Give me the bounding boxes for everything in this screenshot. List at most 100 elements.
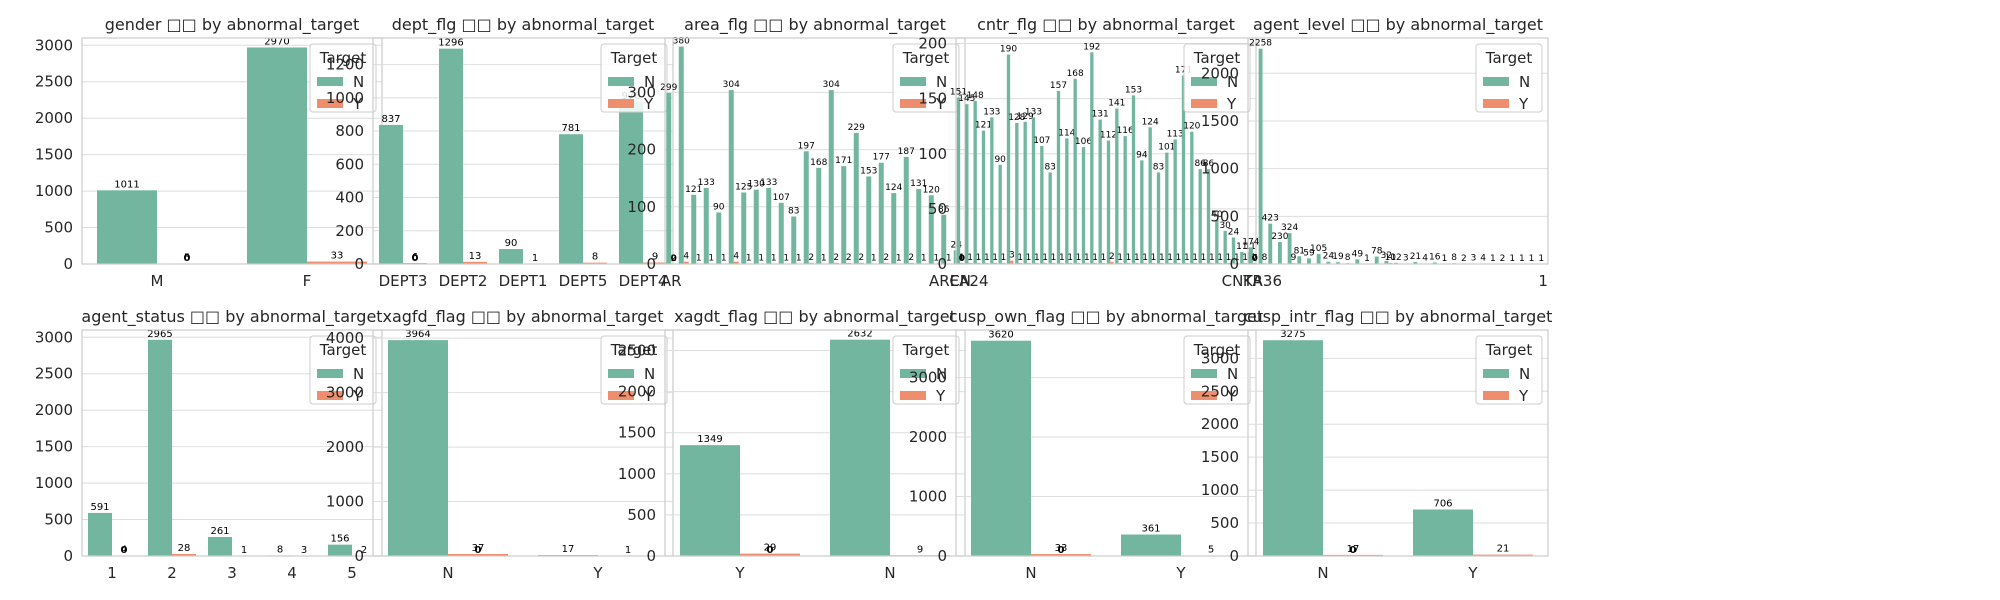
data-label: 1296 — [438, 38, 463, 49]
data-label: 1 — [783, 253, 789, 263]
bar — [841, 166, 847, 264]
chart-panel: 0500100015002000174225842323032481591052… — [1201, 15, 1549, 290]
x-tick-label: CN — [949, 272, 971, 290]
data-label: 29 — [764, 543, 777, 554]
legend-swatch — [1191, 369, 1217, 378]
data-label: 11 — [1236, 242, 1247, 252]
legend-label: Y — [643, 95, 654, 113]
chart-title: cusp_intr_flag □□ by abnormal_target — [1244, 307, 1553, 327]
y-tick-label: 0 — [1229, 547, 1239, 565]
x-tick-label: Y — [1467, 564, 1478, 582]
x-tick-label: M — [151, 272, 164, 290]
legend-title: Target — [1193, 341, 1241, 359]
data-label: 59 — [1303, 248, 1315, 258]
x-tick-label: Y — [592, 564, 603, 582]
chart-title: xagfd_flag □□ by abnormal_target — [382, 307, 663, 327]
data-label: 1 — [992, 253, 998, 263]
legend-title: Target — [319, 49, 367, 67]
y-tick-label: 0 — [937, 547, 947, 565]
data-label: 11 — [1244, 242, 1255, 252]
y-tick-label: 1000 — [618, 465, 656, 483]
bar — [973, 100, 977, 265]
y-tick-label: 50 — [928, 200, 947, 218]
data-label: 1 — [959, 253, 965, 263]
y-tick-label: 0 — [646, 547, 656, 565]
bar — [1048, 172, 1052, 264]
y-tick-label: 1500 — [35, 146, 73, 164]
bar — [1215, 219, 1219, 264]
data-label: 2970 — [264, 36, 289, 47]
data-label: 1 — [532, 253, 538, 264]
legend-title: Target — [902, 49, 950, 67]
x-tick-label: 2 — [167, 564, 177, 582]
x-tick-label: 1 — [1538, 272, 1548, 290]
data-label: 2 — [671, 254, 677, 264]
data-label: 2 — [1461, 254, 1467, 264]
data-label: 21 — [1410, 252, 1421, 262]
y-tick-label: 2000 — [909, 428, 947, 446]
y-tick-label: 0 — [937, 255, 947, 273]
bar — [1190, 131, 1194, 264]
x-tick-label: Y — [1175, 564, 1186, 582]
data-label: 1 — [1017, 253, 1023, 263]
legend-swatch — [608, 99, 634, 108]
data-label: 1 — [1201, 253, 1207, 263]
bar — [965, 104, 969, 265]
y-tick-label: 0 — [646, 255, 656, 273]
data-label: 4 — [121, 545, 127, 556]
data-label: 1 — [984, 253, 990, 263]
data-label: 7 — [1252, 253, 1258, 263]
bar — [1384, 260, 1389, 264]
data-label: 133 — [983, 107, 1000, 117]
data-label: 1 — [1001, 253, 1007, 263]
bar — [1015, 122, 1019, 264]
bar — [666, 92, 672, 265]
bar — [1131, 95, 1136, 264]
data-label: 106 — [1075, 137, 1092, 147]
legend-label: Y — [643, 387, 654, 405]
data-label: 101 — [1158, 143, 1175, 153]
data-label: 0 — [1058, 545, 1065, 556]
y-tick-label: 2000 — [618, 383, 656, 401]
bar — [1432, 262, 1437, 264]
bar — [728, 90, 734, 264]
y-tick-label: 4000 — [326, 329, 364, 347]
bar — [1206, 169, 1211, 264]
data-label: 21 — [1497, 544, 1510, 555]
data-label: 171 — [835, 156, 852, 166]
y-tick-label: 600 — [335, 155, 364, 173]
data-label: 299 — [660, 83, 677, 93]
data-label: 1 — [1092, 253, 1098, 263]
bar — [1231, 237, 1236, 264]
axes-frame — [372, 329, 674, 557]
y-tick-label: 1000 — [35, 182, 73, 200]
x-tick-label: DEPT2 — [439, 272, 488, 290]
data-label: 1 — [1364, 254, 1370, 264]
data-label: 86 — [938, 205, 950, 215]
data-label: 0 — [121, 545, 128, 556]
y-tick-label: 1000 — [1201, 481, 1239, 499]
data-label: 4 — [733, 252, 739, 262]
bar — [448, 553, 508, 556]
data-label: 1 — [1251, 253, 1257, 263]
legend-swatch — [1191, 99, 1217, 108]
x-tick-label: Y — [734, 564, 745, 582]
bar — [1223, 230, 1227, 264]
data-label: 1 — [896, 253, 902, 263]
legend-title: Target — [319, 341, 367, 359]
legend-label: Y — [935, 95, 946, 113]
bar — [1110, 261, 1114, 264]
data-label: 1 — [771, 253, 777, 263]
bar — [830, 339, 890, 556]
data-label: 0 — [959, 254, 965, 264]
data-label: 1 — [746, 253, 752, 263]
data-label: 1 — [933, 253, 939, 263]
data-label: 1 — [241, 545, 247, 556]
data-label: 112 — [1100, 131, 1117, 141]
data-label: 2965 — [147, 329, 172, 340]
data-label: 1 — [1142, 253, 1148, 263]
data-label: 3 — [1471, 254, 1477, 264]
data-label: 1 — [1217, 253, 1223, 263]
bar — [1090, 52, 1094, 264]
